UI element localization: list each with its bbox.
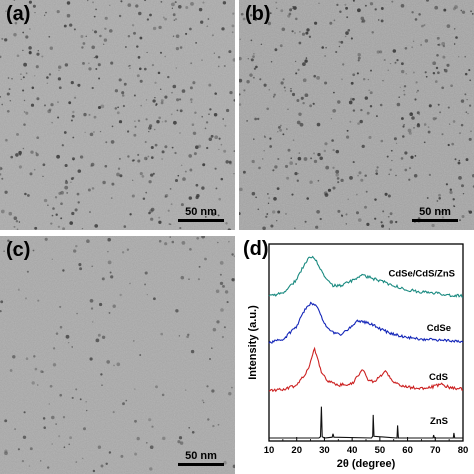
x-tick-label: 40	[347, 445, 358, 456]
tem-texture-b	[239, 0, 474, 230]
xrd-chart: 10 20 30 40 50 60 70 80 2θ (degree) Intensity (a.…	[247, 243, 469, 470]
panel-label-b: (b)	[245, 3, 271, 25]
scale-bar-a: 50 nm	[178, 206, 224, 222]
x-tick-label: 10	[264, 445, 275, 456]
tem-image-c: (c) 50 nm	[0, 236, 235, 474]
series-label-cds: CdS	[429, 372, 448, 383]
series-line-cdse	[268, 301, 464, 344]
xrd-chart-panel: 10 20 30 40 50 60 70 80 2θ (degree) Intensity (a.…	[239, 236, 474, 474]
x-tick-label: 60	[402, 445, 413, 456]
tem-texture-c	[0, 236, 235, 474]
series-label-cdse: CdSe	[427, 323, 451, 334]
panel-label-a: (a)	[6, 3, 31, 25]
panel-label-d: (d)	[243, 238, 269, 260]
x-tick-label: 80	[458, 445, 469, 456]
scale-text-a: 50 nm	[185, 206, 217, 218]
tem-image-b: (b) 50 nm	[239, 0, 474, 230]
scale-bar-b: 50 nm	[412, 206, 458, 222]
scale-bar-c: 50 nm	[178, 450, 224, 466]
series-label-zns: ZnS	[430, 416, 448, 427]
x-tick-label: 70	[430, 445, 441, 456]
x-tick-label: 20	[291, 445, 302, 456]
x-tick-label: 30	[319, 445, 330, 456]
scale-text-b: 50 nm	[419, 206, 451, 218]
x-tick-label: 50	[375, 445, 386, 456]
series-line-cds	[268, 346, 464, 393]
series-line-zns	[269, 406, 463, 439]
x-axis-label: 2θ (degree)	[337, 458, 396, 470]
series-line-cdse-cds-zns	[268, 255, 464, 298]
series-label-cdse-cds-zns: CdSe/CdS/ZnS	[388, 268, 455, 279]
scale-text-c: 50 nm	[185, 450, 217, 462]
y-axis-label: Intensity (a.u.)	[247, 305, 259, 380]
tem-image-a: (a) 50 nm	[0, 0, 235, 230]
tem-texture-a	[0, 0, 235, 230]
panel-label-c: (c)	[6, 239, 31, 261]
